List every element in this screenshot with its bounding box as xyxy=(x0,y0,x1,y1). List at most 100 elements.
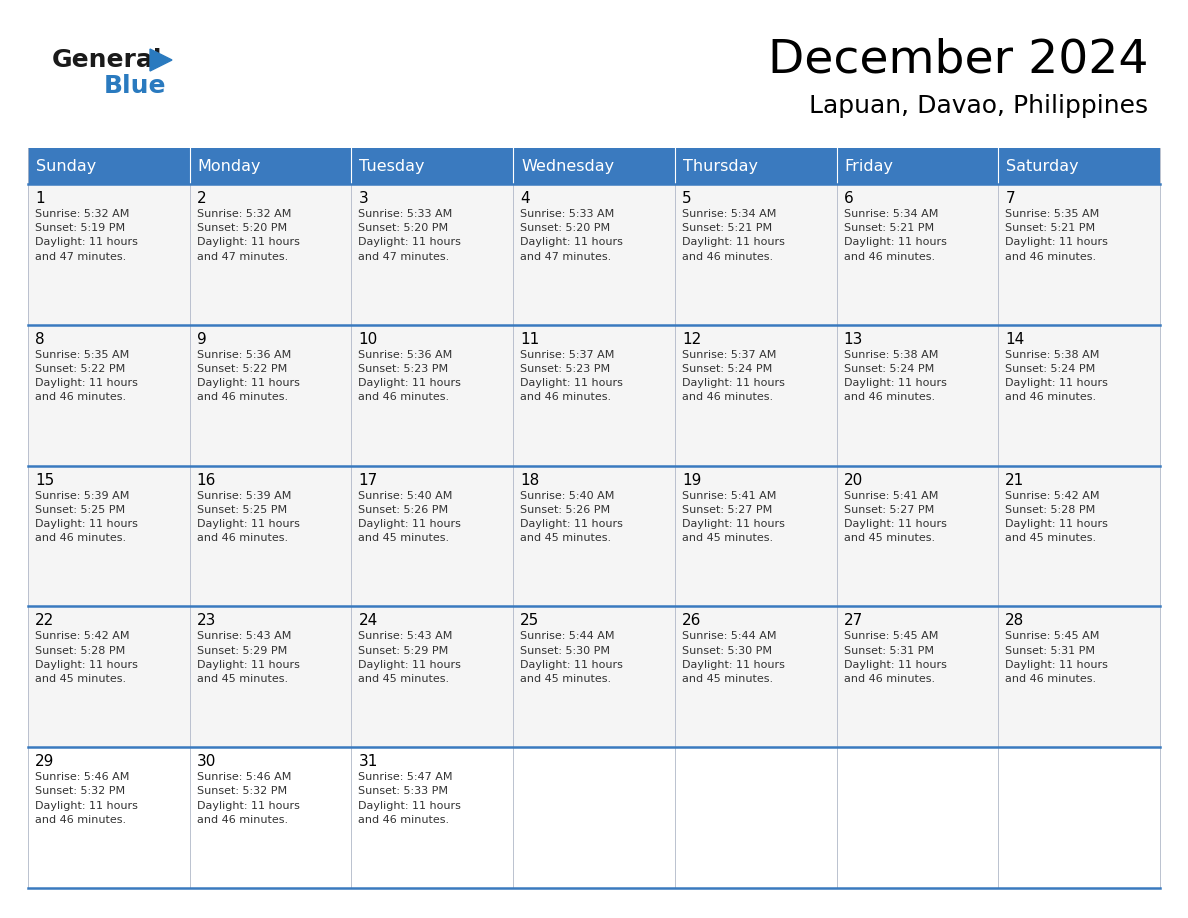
Bar xyxy=(29,607,190,747)
Text: Sunset: 5:25 PM: Sunset: 5:25 PM xyxy=(34,505,125,515)
Text: Daylight: 11 hours: Daylight: 11 hours xyxy=(843,378,947,388)
Text: Sunrise: 5:42 AM: Sunrise: 5:42 AM xyxy=(1005,490,1100,500)
Text: and 46 minutes.: and 46 minutes. xyxy=(34,815,126,824)
Text: Sunrise: 5:44 AM: Sunrise: 5:44 AM xyxy=(520,632,614,642)
Text: Lapuan, Davao, Philippines: Lapuan, Davao, Philippines xyxy=(809,94,1148,118)
Text: Sunset: 5:20 PM: Sunset: 5:20 PM xyxy=(197,223,286,233)
Polygon shape xyxy=(150,49,172,71)
Text: December 2024: December 2024 xyxy=(767,38,1148,83)
Text: Sunrise: 5:32 AM: Sunrise: 5:32 AM xyxy=(34,209,129,219)
Bar xyxy=(190,465,352,607)
Bar xyxy=(675,465,836,607)
Text: Sunset: 5:23 PM: Sunset: 5:23 PM xyxy=(520,364,611,374)
Text: Sunset: 5:31 PM: Sunset: 5:31 PM xyxy=(843,645,934,655)
Text: Friday: Friday xyxy=(845,159,893,174)
Text: Sunrise: 5:34 AM: Sunrise: 5:34 AM xyxy=(843,209,939,219)
Text: Sunday: Sunday xyxy=(36,159,96,174)
Text: Daylight: 11 hours: Daylight: 11 hours xyxy=(1005,378,1108,388)
Bar xyxy=(513,148,675,184)
Text: Sunset: 5:28 PM: Sunset: 5:28 PM xyxy=(34,645,125,655)
Text: 23: 23 xyxy=(197,613,216,629)
Text: Daylight: 11 hours: Daylight: 11 hours xyxy=(1005,238,1108,247)
Text: and 45 minutes.: and 45 minutes. xyxy=(1005,533,1097,543)
Bar xyxy=(998,184,1159,325)
Text: Sunrise: 5:41 AM: Sunrise: 5:41 AM xyxy=(843,490,939,500)
Text: 20: 20 xyxy=(843,473,862,487)
Text: and 46 minutes.: and 46 minutes. xyxy=(843,252,935,262)
Text: and 45 minutes.: and 45 minutes. xyxy=(520,533,612,543)
Bar xyxy=(190,184,352,325)
Text: 9: 9 xyxy=(197,331,207,347)
Text: Daylight: 11 hours: Daylight: 11 hours xyxy=(197,378,299,388)
Text: 28: 28 xyxy=(1005,613,1024,629)
Text: Sunrise: 5:43 AM: Sunrise: 5:43 AM xyxy=(359,632,453,642)
Text: 22: 22 xyxy=(34,613,55,629)
Text: Sunrise: 5:35 AM: Sunrise: 5:35 AM xyxy=(1005,209,1100,219)
Text: General: General xyxy=(52,48,163,72)
Text: Wednesday: Wednesday xyxy=(522,159,614,174)
Text: Thursday: Thursday xyxy=(683,159,758,174)
Text: Sunrise: 5:46 AM: Sunrise: 5:46 AM xyxy=(34,772,129,782)
Text: Sunset: 5:32 PM: Sunset: 5:32 PM xyxy=(197,787,286,797)
Text: 24: 24 xyxy=(359,613,378,629)
Text: Sunrise: 5:45 AM: Sunrise: 5:45 AM xyxy=(1005,632,1100,642)
Bar xyxy=(29,325,190,465)
Bar xyxy=(998,325,1159,465)
Text: 5: 5 xyxy=(682,191,691,206)
Text: Sunset: 5:26 PM: Sunset: 5:26 PM xyxy=(359,505,449,515)
Text: 26: 26 xyxy=(682,613,701,629)
Text: Monday: Monday xyxy=(197,159,261,174)
Text: Daylight: 11 hours: Daylight: 11 hours xyxy=(843,238,947,247)
Bar xyxy=(352,148,513,184)
Bar xyxy=(836,465,998,607)
Text: Daylight: 11 hours: Daylight: 11 hours xyxy=(34,800,138,811)
Bar xyxy=(675,184,836,325)
Text: and 46 minutes.: and 46 minutes. xyxy=(520,392,612,402)
Text: Sunrise: 5:41 AM: Sunrise: 5:41 AM xyxy=(682,490,776,500)
Text: Sunset: 5:21 PM: Sunset: 5:21 PM xyxy=(1005,223,1095,233)
Text: 2: 2 xyxy=(197,191,207,206)
Bar xyxy=(190,148,352,184)
Text: Daylight: 11 hours: Daylight: 11 hours xyxy=(843,660,947,670)
Bar xyxy=(836,184,998,325)
Text: 10: 10 xyxy=(359,331,378,347)
Text: Daylight: 11 hours: Daylight: 11 hours xyxy=(197,800,299,811)
Text: Sunrise: 5:36 AM: Sunrise: 5:36 AM xyxy=(359,350,453,360)
Text: Tuesday: Tuesday xyxy=(360,159,425,174)
Text: Blue: Blue xyxy=(105,74,166,98)
Text: Daylight: 11 hours: Daylight: 11 hours xyxy=(359,238,461,247)
Bar xyxy=(29,184,190,325)
Text: Daylight: 11 hours: Daylight: 11 hours xyxy=(682,378,785,388)
Text: Sunset: 5:27 PM: Sunset: 5:27 PM xyxy=(843,505,934,515)
Text: Daylight: 11 hours: Daylight: 11 hours xyxy=(520,660,623,670)
Text: and 46 minutes.: and 46 minutes. xyxy=(1005,392,1097,402)
Bar xyxy=(836,148,998,184)
Text: Daylight: 11 hours: Daylight: 11 hours xyxy=(682,519,785,529)
Text: and 45 minutes.: and 45 minutes. xyxy=(359,674,449,684)
Text: Sunset: 5:24 PM: Sunset: 5:24 PM xyxy=(682,364,772,374)
Text: and 45 minutes.: and 45 minutes. xyxy=(34,674,126,684)
Text: and 46 minutes.: and 46 minutes. xyxy=(843,674,935,684)
Text: 14: 14 xyxy=(1005,331,1024,347)
Text: Sunset: 5:22 PM: Sunset: 5:22 PM xyxy=(34,364,125,374)
Text: 21: 21 xyxy=(1005,473,1024,487)
Text: Sunset: 5:21 PM: Sunset: 5:21 PM xyxy=(843,223,934,233)
Bar xyxy=(352,465,513,607)
Bar xyxy=(675,325,836,465)
Text: and 45 minutes.: and 45 minutes. xyxy=(520,674,612,684)
Bar xyxy=(998,465,1159,607)
Text: 8: 8 xyxy=(34,331,45,347)
Text: Daylight: 11 hours: Daylight: 11 hours xyxy=(682,660,785,670)
Text: Sunset: 5:31 PM: Sunset: 5:31 PM xyxy=(1005,645,1095,655)
Text: and 45 minutes.: and 45 minutes. xyxy=(843,533,935,543)
Text: Daylight: 11 hours: Daylight: 11 hours xyxy=(359,660,461,670)
Text: Daylight: 11 hours: Daylight: 11 hours xyxy=(843,519,947,529)
Text: 13: 13 xyxy=(843,331,862,347)
Text: Daylight: 11 hours: Daylight: 11 hours xyxy=(197,660,299,670)
Text: Sunrise: 5:36 AM: Sunrise: 5:36 AM xyxy=(197,350,291,360)
Text: and 47 minutes.: and 47 minutes. xyxy=(197,252,287,262)
Text: 25: 25 xyxy=(520,613,539,629)
Bar xyxy=(513,607,675,747)
Text: 18: 18 xyxy=(520,473,539,487)
Text: Sunrise: 5:40 AM: Sunrise: 5:40 AM xyxy=(359,490,453,500)
